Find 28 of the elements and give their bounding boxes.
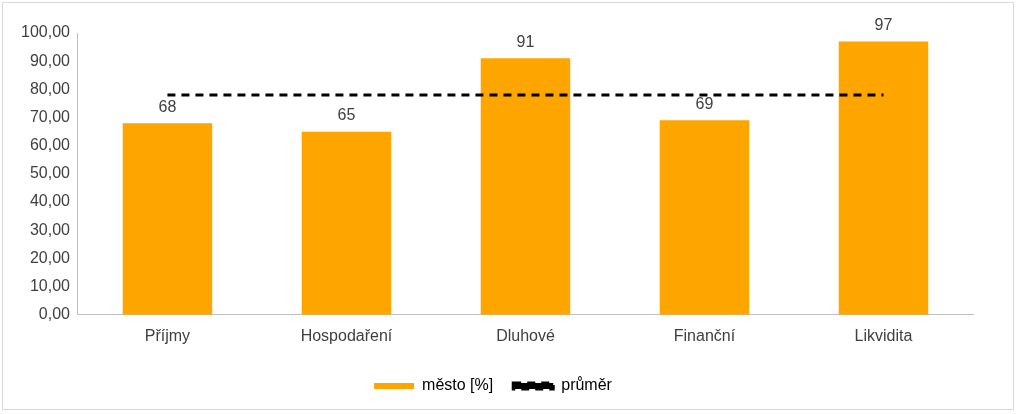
data-label: 91 [516, 32, 535, 50]
y-tick-label: 0,00 [38, 305, 71, 323]
y-tick-label: 30,00 [29, 220, 71, 238]
y-tick-label: 100,00 [21, 23, 71, 41]
y-tick-label: 20,00 [29, 248, 71, 266]
data-label: 69 [695, 94, 714, 112]
bar [838, 41, 929, 315]
x-tick-label: Likvidita [854, 326, 913, 344]
data-label: 97 [874, 15, 893, 33]
y-tick-label: 80,00 [29, 79, 71, 97]
y-tick-label: 10,00 [29, 277, 71, 295]
bar [301, 131, 392, 315]
x-tick-label: Finanční [673, 326, 736, 344]
y-tick-label: 70,00 [29, 107, 71, 125]
data-label: 65 [337, 106, 356, 124]
bar [659, 120, 750, 315]
y-tick-label: 60,00 [29, 136, 71, 154]
bar [122, 123, 213, 315]
x-tick-label: Dluhové [496, 326, 555, 344]
y-tick-label: 90,00 [29, 51, 71, 69]
legend-label: město [%] [422, 376, 494, 394]
y-tick-label: 40,00 [29, 192, 71, 210]
y-tick-label: 50,00 [29, 164, 71, 182]
x-tick-label: Příjmy [144, 326, 191, 344]
legend-label: průměr [561, 376, 613, 394]
x-tick-label: Hospodaření [300, 326, 393, 344]
data-label: 68 [158, 97, 177, 115]
bar [480, 58, 571, 315]
